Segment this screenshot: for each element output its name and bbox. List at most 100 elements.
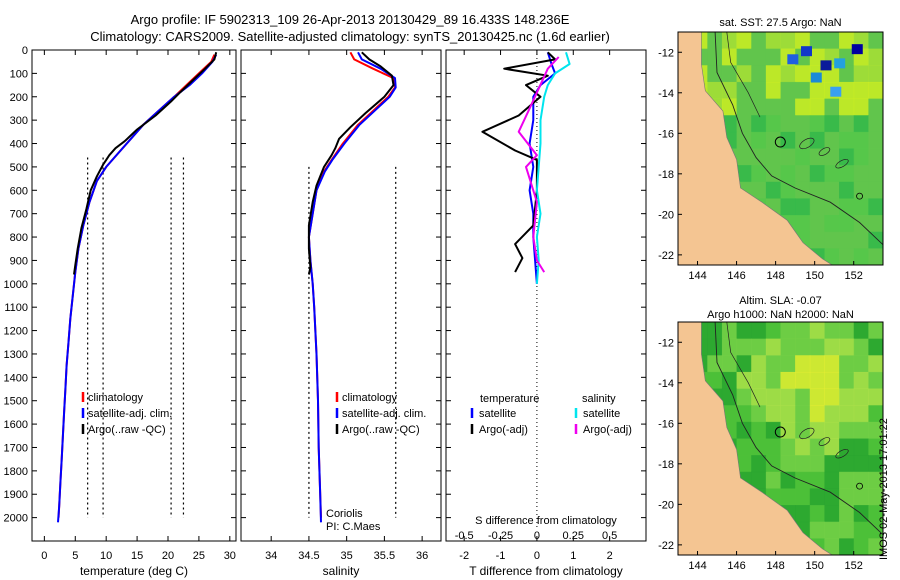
sst-map-cell bbox=[751, 131, 767, 149]
sst-map-contour-north bbox=[726, 32, 761, 118]
depth-tick-label-6: 600 bbox=[10, 185, 28, 197]
temperature-xtick-label-0: 0 bbox=[41, 550, 47, 562]
sst-map-cell bbox=[868, 48, 883, 66]
sla-map-subtitle: Argo h1000: NaN h2000: NaN bbox=[707, 309, 854, 321]
sla-map-lon-label-0: 144 bbox=[688, 560, 706, 572]
sst-map-cell bbox=[795, 81, 811, 100]
depth-tick-label-8: 800 bbox=[10, 232, 28, 244]
sla-map-cell bbox=[721, 355, 738, 373]
sst-map-cell bbox=[721, 32, 738, 50]
sst-map-lat-label-3: -18 bbox=[658, 169, 674, 181]
sla-map-contour bbox=[714, 322, 883, 536]
sst-map-land bbox=[678, 32, 833, 265]
sla-map-cell bbox=[824, 405, 840, 423]
sla-map-cell bbox=[751, 421, 767, 439]
sla-map-cell bbox=[853, 521, 869, 539]
sla-map-cell bbox=[765, 455, 781, 473]
sst-map-field bbox=[678, 32, 883, 265]
salinity-xtick-label-4: 36 bbox=[416, 550, 428, 562]
difference-panel: -2 -1 0 1 2 T difference from climatology temp… bbox=[445, 49, 647, 578]
sla-map-cell bbox=[751, 322, 767, 340]
sla-map-lon-label-4: 152 bbox=[845, 560, 863, 572]
sla-map-land bbox=[678, 322, 833, 555]
salinity-legend-label-2: Argo(..raw -QC) bbox=[342, 424, 420, 436]
sst-map-cell bbox=[824, 198, 840, 216]
sla-map-cell bbox=[765, 338, 781, 356]
sla-map-cell bbox=[824, 322, 840, 340]
sst-map-cell bbox=[707, 65, 723, 83]
salinity-frame bbox=[240, 49, 442, 542]
diff-top-tick-label-3: 0.25 bbox=[563, 530, 584, 542]
diff-legend-label-2: satellite bbox=[583, 408, 620, 420]
sla-map-cell bbox=[809, 338, 825, 356]
sst-map-cell bbox=[809, 32, 825, 50]
sla-map-cell bbox=[853, 421, 869, 439]
sst-map-cell bbox=[839, 131, 855, 149]
sst-map-cell bbox=[736, 65, 752, 83]
sla-map-cell bbox=[795, 322, 811, 340]
sst-map-cell bbox=[780, 65, 796, 83]
sst-map-cell bbox=[765, 181, 781, 199]
sst-map-cell bbox=[868, 198, 883, 216]
sst-map-cell bbox=[751, 81, 767, 100]
temperature-xtick-label-2: 10 bbox=[100, 550, 112, 562]
sst-map-cell bbox=[853, 98, 869, 116]
sla-map-cell bbox=[780, 405, 796, 423]
sst-map-cell bbox=[721, 98, 738, 116]
temperature-frame bbox=[31, 49, 237, 542]
sst-map-cell bbox=[809, 148, 825, 166]
sst-map-cell bbox=[765, 148, 781, 166]
sla-map-cell bbox=[853, 455, 869, 473]
difference-xtick-label-2: 0 bbox=[534, 550, 540, 562]
sst-map-lon-label-0: 144 bbox=[688, 270, 706, 282]
difference-xtick-label-4: 2 bbox=[607, 550, 613, 562]
sst-map-cell bbox=[853, 198, 869, 216]
sla-map-cell bbox=[839, 438, 855, 456]
sla-map-cell bbox=[868, 338, 883, 356]
sst-map-cell bbox=[795, 32, 811, 50]
sla-map-contour-north bbox=[726, 322, 761, 408]
sla-map-cell bbox=[795, 338, 811, 356]
sla-map-cell bbox=[839, 322, 855, 340]
difference-series-1 bbox=[481, 51, 557, 273]
sst-map-cell bbox=[780, 32, 796, 50]
sst-map-cell bbox=[868, 231, 883, 249]
sst-map-cell bbox=[868, 131, 883, 149]
sla-map-cell bbox=[853, 438, 869, 456]
depth-tick-label-17: 1700 bbox=[4, 442, 28, 454]
sla-map-cell bbox=[795, 471, 811, 489]
sla-map-cell bbox=[868, 421, 883, 439]
sst-map-cell bbox=[736, 48, 752, 66]
sst-map-cell bbox=[751, 32, 767, 50]
sla-map-cell bbox=[853, 405, 869, 423]
sst-map-cell bbox=[736, 131, 752, 149]
sst-map-cell bbox=[824, 32, 840, 50]
legend-header-salinity: salinity bbox=[582, 393, 616, 405]
temperature-legend-label-2: Argo(..raw -QC) bbox=[88, 424, 166, 436]
sst-cold-patch-6 bbox=[787, 54, 799, 65]
sla-map-cell bbox=[824, 488, 840, 506]
depth-tick-label-20: 2000 bbox=[4, 513, 28, 525]
sla-map-cell bbox=[824, 455, 840, 473]
diff-legend-label-3: Argo(-adj) bbox=[583, 424, 632, 436]
sla-map-title: Altim. SLA: -0.07 bbox=[739, 295, 822, 307]
sst-map-cell bbox=[868, 32, 883, 50]
sla-map-cell bbox=[780, 388, 796, 406]
sst-map-cell bbox=[707, 81, 723, 100]
sla-map-cell bbox=[824, 371, 840, 390]
sst-map-cell bbox=[736, 165, 752, 183]
sla-map-cell bbox=[736, 438, 752, 456]
diff-top-tick-label-4: 0.5 bbox=[602, 530, 617, 542]
salinity-xtick-label-2: 35 bbox=[341, 550, 353, 562]
sla-map-cell bbox=[721, 371, 738, 390]
sla-map-cell bbox=[751, 405, 767, 423]
sla-map-cell bbox=[736, 455, 752, 473]
sst-map-cell bbox=[795, 131, 811, 149]
sla-map-cell bbox=[707, 322, 723, 340]
sst-map-cell bbox=[765, 48, 781, 66]
sst-map-cell bbox=[868, 81, 883, 100]
sla-map-cell bbox=[824, 338, 840, 356]
sla-map-lon-label-1: 146 bbox=[727, 560, 745, 572]
sst-map-lon-label-2: 148 bbox=[766, 270, 784, 282]
sst-map-cell bbox=[809, 115, 825, 133]
